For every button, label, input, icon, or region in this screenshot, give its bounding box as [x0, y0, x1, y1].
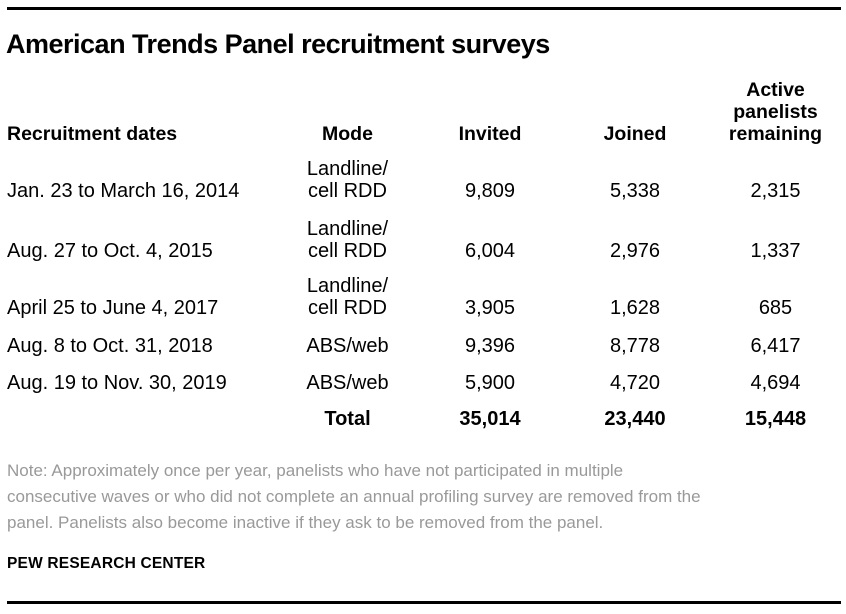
table-row: April 25 to June 4, 2017 Landline/ cell …: [7, 265, 846, 322]
cell-mode: Landline/ cell RDD: [306, 218, 389, 262]
cell-joined: 4,720: [609, 372, 661, 394]
col-header-active-panelists-remaining: Active panelists remaining: [728, 79, 823, 145]
cell-joined: 8,778: [609, 335, 661, 357]
cell-joined: 5,338: [609, 180, 661, 202]
cell-remaining: 685: [758, 297, 793, 319]
bottom-rule: [7, 601, 841, 604]
table-header-row: Recruitment dates Mode Invited Joined Ac…: [7, 76, 846, 148]
table-row: Aug. 19 to Nov. 30, 2019 ABS/web 5,900 4…: [7, 360, 846, 397]
cell-dates-empty: [7, 430, 280, 433]
cell-mode: ABS/web: [306, 372, 389, 394]
col-header-recruitment-dates: Recruitment dates: [7, 123, 178, 145]
cell-total-invited: 35,014: [459, 408, 521, 430]
cell-total-joined: 23,440: [604, 408, 666, 430]
cell-total-label: Total: [324, 408, 371, 430]
recruitment-table: Recruitment dates Mode Invited Joined Ac…: [7, 76, 846, 433]
cell-invited: 9,396: [464, 335, 516, 357]
col-header-invited: Invited: [458, 123, 522, 145]
table-row: Aug. 8 to Oct. 31, 2018 ABS/web 9,396 8,…: [7, 322, 846, 360]
cell-mode: Landline/ cell RDD: [306, 275, 389, 319]
source-attribution: PEW RESEARCH CENTER: [7, 555, 206, 572]
cell-remaining: 1,337: [750, 240, 801, 262]
page-title: American Trends Panel recruitment survey…: [6, 29, 550, 59]
top-rule: [7, 7, 841, 10]
cell-invited: 5,900: [464, 372, 516, 394]
cell-dates: Aug. 8 to Oct. 31, 2018: [7, 335, 213, 357]
cell-remaining: 4,694: [750, 372, 801, 394]
table-row: Aug. 27 to Oct. 4, 2015 Landline/ cell R…: [7, 205, 846, 265]
cell-joined: 2,976: [609, 240, 661, 262]
col-header-mode: Mode: [322, 123, 373, 145]
cell-remaining: 6,417: [750, 335, 801, 357]
cell-invited: 6,004: [464, 240, 516, 262]
figure-note: Note: Approximately once per year, panel…: [7, 461, 701, 532]
table-total-row: Total 35,014 23,440 15,448: [7, 397, 846, 433]
cell-dates: Jan. 23 to March 16, 2014: [7, 180, 240, 202]
cell-invited: 9,809: [464, 180, 516, 202]
cell-dates: Aug. 19 to Nov. 30, 2019: [7, 372, 227, 394]
cell-remaining: 2,315: [750, 180, 801, 202]
col-header-joined: Joined: [603, 123, 667, 145]
cell-dates: April 25 to June 4, 2017: [7, 297, 219, 319]
cell-mode: ABS/web: [306, 335, 389, 357]
cell-dates: Aug. 27 to Oct. 4, 2015: [7, 240, 213, 262]
cell-joined: 1,628: [609, 297, 661, 319]
cell-mode: Landline/ cell RDD: [306, 158, 389, 202]
cell-total-remaining: 15,448: [744, 408, 807, 430]
table-row: Jan. 23 to March 16, 2014 Landline/ cell…: [7, 148, 846, 205]
cell-invited: 3,905: [464, 297, 516, 319]
